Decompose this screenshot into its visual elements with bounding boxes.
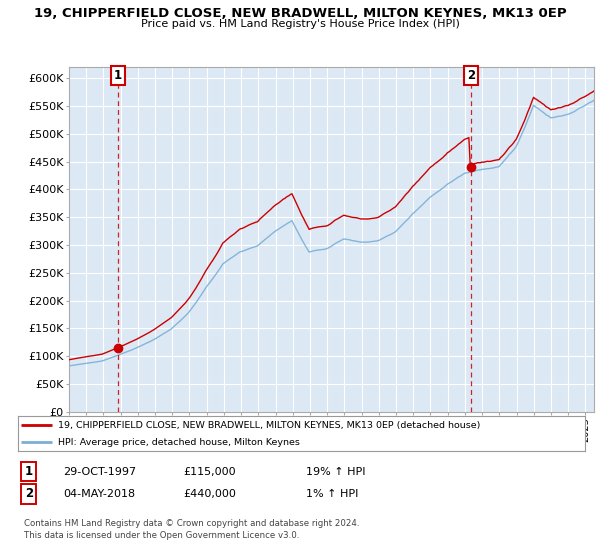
Text: 1: 1 bbox=[25, 465, 33, 478]
Text: 29-OCT-1997: 29-OCT-1997 bbox=[63, 466, 136, 477]
Text: 19% ↑ HPI: 19% ↑ HPI bbox=[306, 466, 365, 477]
Text: Contains HM Land Registry data © Crown copyright and database right 2024.: Contains HM Land Registry data © Crown c… bbox=[24, 519, 359, 528]
Text: Price paid vs. HM Land Registry's House Price Index (HPI): Price paid vs. HM Land Registry's House … bbox=[140, 19, 460, 29]
Text: 1: 1 bbox=[113, 69, 122, 82]
Text: 19, CHIPPERFIELD CLOSE, NEW BRADWELL, MILTON KEYNES, MK13 0EP: 19, CHIPPERFIELD CLOSE, NEW BRADWELL, MI… bbox=[34, 7, 566, 20]
Text: 2: 2 bbox=[467, 69, 475, 82]
Text: This data is licensed under the Open Government Licence v3.0.: This data is licensed under the Open Gov… bbox=[24, 531, 299, 540]
Text: 04-MAY-2018: 04-MAY-2018 bbox=[63, 489, 135, 499]
Text: 19, CHIPPERFIELD CLOSE, NEW BRADWELL, MILTON KEYNES, MK13 0EP (detached house): 19, CHIPPERFIELD CLOSE, NEW BRADWELL, MI… bbox=[58, 421, 480, 430]
Text: 1% ↑ HPI: 1% ↑ HPI bbox=[306, 489, 358, 499]
Text: 2: 2 bbox=[25, 487, 33, 501]
Text: £440,000: £440,000 bbox=[183, 489, 236, 499]
Text: HPI: Average price, detached house, Milton Keynes: HPI: Average price, detached house, Milt… bbox=[58, 438, 299, 447]
Text: £115,000: £115,000 bbox=[183, 466, 236, 477]
